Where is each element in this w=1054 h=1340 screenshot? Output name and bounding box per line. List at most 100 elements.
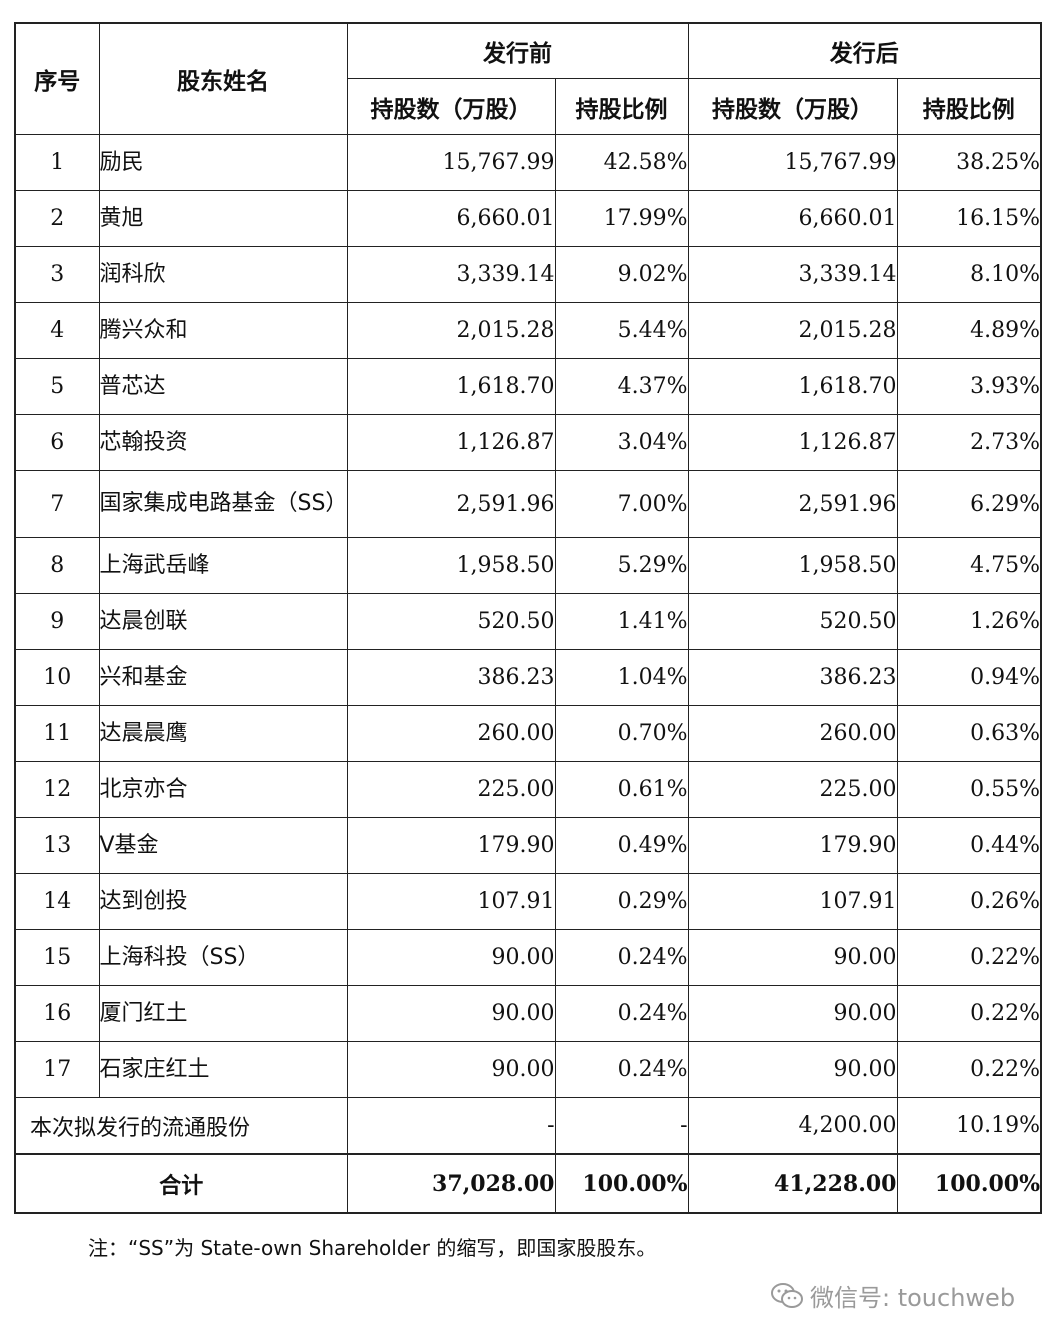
row-after-ratio: 16.15% xyxy=(896,190,1042,247)
circulating-after-ratio: 10.19% xyxy=(896,1097,1042,1155)
shareholder-table: 序号 股东姓名 发行前 发行后 持股数（万股） 持股比例 持股数（万股） 持股比… xyxy=(14,22,1042,1214)
total-row: 合计 37,028.00 100.00% 41,228.00 100.00% xyxy=(14,1153,1042,1214)
row-before-ratio: 0.70% xyxy=(554,705,689,762)
row-index: 6 xyxy=(14,414,100,471)
watermark: 微信号: touchweb xyxy=(770,1278,1015,1313)
row-after-shares: 179.90 xyxy=(687,817,898,874)
row-index: 2 xyxy=(14,190,100,247)
row-name: V基金 xyxy=(98,817,348,874)
row-before-shares: 386.23 xyxy=(346,649,556,706)
row-name: 腾兴众和 xyxy=(98,302,348,359)
row-after-shares: 90.00 xyxy=(687,985,898,1042)
row-before-shares: 3,339.14 xyxy=(346,246,556,303)
row-after-ratio: 0.63% xyxy=(896,705,1042,762)
row-after-shares: 520.50 xyxy=(687,593,898,650)
row-after-ratio: 4.75% xyxy=(896,537,1042,594)
row-index: 12 xyxy=(14,761,100,818)
row-name: 上海武岳峰 xyxy=(98,537,348,594)
table-row: 6 芯翰投资 1,126.87 3.04% 1,126.87 2.73% xyxy=(14,414,1042,471)
row-before-shares: 260.00 xyxy=(346,705,556,762)
header-after-shares: 持股数（万股） xyxy=(687,78,898,135)
row-index: 13 xyxy=(14,817,100,874)
row-after-shares: 2,015.28 xyxy=(687,302,898,359)
row-after-ratio: 4.89% xyxy=(896,302,1042,359)
row-before-ratio: 3.04% xyxy=(554,414,689,471)
row-index: 15 xyxy=(14,929,100,986)
row-after-shares: 90.00 xyxy=(687,1041,898,1098)
row-before-shares: 90.00 xyxy=(346,1041,556,1098)
total-before-ratio: 100.00% xyxy=(554,1153,689,1214)
circulating-before-shares: - xyxy=(346,1097,556,1155)
table-row: 9 达晨创联 520.50 1.41% 520.50 1.26% xyxy=(14,593,1042,650)
row-index: 7 xyxy=(14,470,100,538)
row-after-ratio: 2.73% xyxy=(896,414,1042,471)
row-index: 4 xyxy=(14,302,100,359)
row-after-shares: 3,339.14 xyxy=(687,246,898,303)
row-before-shares: 1,618.70 xyxy=(346,358,556,415)
table-row: 11 达晨晨鹰 260.00 0.70% 260.00 0.63% xyxy=(14,705,1042,762)
table-row: 8 上海武岳峰 1,958.50 5.29% 1,958.50 4.75% xyxy=(14,537,1042,594)
row-before-ratio: 0.24% xyxy=(554,1041,689,1098)
row-index: 1 xyxy=(14,134,100,191)
header-row-1: 序号 股东姓名 发行前 发行后 xyxy=(14,22,1042,135)
row-before-shares: 90.00 xyxy=(346,985,556,1042)
wechat-icon xyxy=(770,1282,804,1310)
header-name: 股东姓名 xyxy=(98,22,348,135)
row-before-shares: 90.00 xyxy=(346,929,556,986)
header-before: 发行前 xyxy=(346,22,689,79)
row-index: 14 xyxy=(14,873,100,930)
row-name: 兴和基金 xyxy=(98,649,348,706)
row-after-shares: 90.00 xyxy=(687,929,898,986)
table-row: 10 兴和基金 386.23 1.04% 386.23 0.94% xyxy=(14,649,1042,706)
row-before-shares: 225.00 xyxy=(346,761,556,818)
row-before-ratio: 5.44% xyxy=(554,302,689,359)
row-name: 厦门红土 xyxy=(98,985,348,1042)
row-name: 润科欣 xyxy=(98,246,348,303)
row-before-shares: 520.50 xyxy=(346,593,556,650)
row-before-shares: 2,591.96 xyxy=(346,470,556,538)
row-after-ratio: 0.26% xyxy=(896,873,1042,930)
row-after-ratio: 0.94% xyxy=(896,649,1042,706)
header-after-ratio: 持股比例 xyxy=(896,78,1042,135)
table-row: 15 上海科投（SS） 90.00 0.24% 90.00 0.22% xyxy=(14,929,1042,986)
row-after-ratio: 6.29% xyxy=(896,470,1042,538)
row-after-shares: 386.23 xyxy=(687,649,898,706)
row-after-ratio: 0.22% xyxy=(896,985,1042,1042)
row-after-ratio: 0.22% xyxy=(896,1041,1042,1098)
row-name: 达到创投 xyxy=(98,873,348,930)
row-after-shares: 1,958.50 xyxy=(687,537,898,594)
row-before-ratio: 0.61% xyxy=(554,761,689,818)
table-row: 14 达到创投 107.91 0.29% 107.91 0.26% xyxy=(14,873,1042,930)
footnote: 注：“SS”为 State-own Shareholder 的缩写，即国家股股东… xyxy=(88,1236,657,1260)
row-before-shares: 107.91 xyxy=(346,873,556,930)
row-index: 9 xyxy=(14,593,100,650)
row-after-ratio: 38.25% xyxy=(896,134,1042,191)
row-before-ratio: 1.41% xyxy=(554,593,689,650)
table-row: 12 北京亦合 225.00 0.61% 225.00 0.55% xyxy=(14,761,1042,818)
row-after-shares: 107.91 xyxy=(687,873,898,930)
row-index: 10 xyxy=(14,649,100,706)
row-after-shares: 2,591.96 xyxy=(687,470,898,538)
row-before-shares: 15,767.99 xyxy=(346,134,556,191)
row-after-shares: 15,767.99 xyxy=(687,134,898,191)
row-before-shares: 2,015.28 xyxy=(346,302,556,359)
table-row: 17 石家庄红土 90.00 0.24% 90.00 0.22% xyxy=(14,1041,1042,1098)
row-name: 达晨创联 xyxy=(98,593,348,650)
row-name: 芯翰投资 xyxy=(98,414,348,471)
row-index: 17 xyxy=(14,1041,100,1098)
row-before-ratio: 17.99% xyxy=(554,190,689,247)
row-name: 石家庄红土 xyxy=(98,1041,348,1098)
row-name: 上海科投（SS） xyxy=(98,929,348,986)
row-index: 3 xyxy=(14,246,100,303)
table-row: 13 V基金 179.90 0.49% 179.90 0.44% xyxy=(14,817,1042,874)
row-name: 国家集成电路基金（SS） xyxy=(98,470,348,538)
header-before-shares: 持股数（万股） xyxy=(346,78,556,135)
circulating-after-shares: 4,200.00 xyxy=(687,1097,898,1155)
row-before-shares: 1,958.50 xyxy=(346,537,556,594)
circulating-label: 本次拟发行的流通股份 xyxy=(14,1097,348,1155)
row-after-ratio: 3.93% xyxy=(896,358,1042,415)
row-after-shares: 225.00 xyxy=(687,761,898,818)
row-after-shares: 260.00 xyxy=(687,705,898,762)
row-index: 5 xyxy=(14,358,100,415)
table-body: 1 励民 15,767.99 42.58% 15,767.99 38.25% 2 黄旭 6,66… xyxy=(14,134,1042,1214)
